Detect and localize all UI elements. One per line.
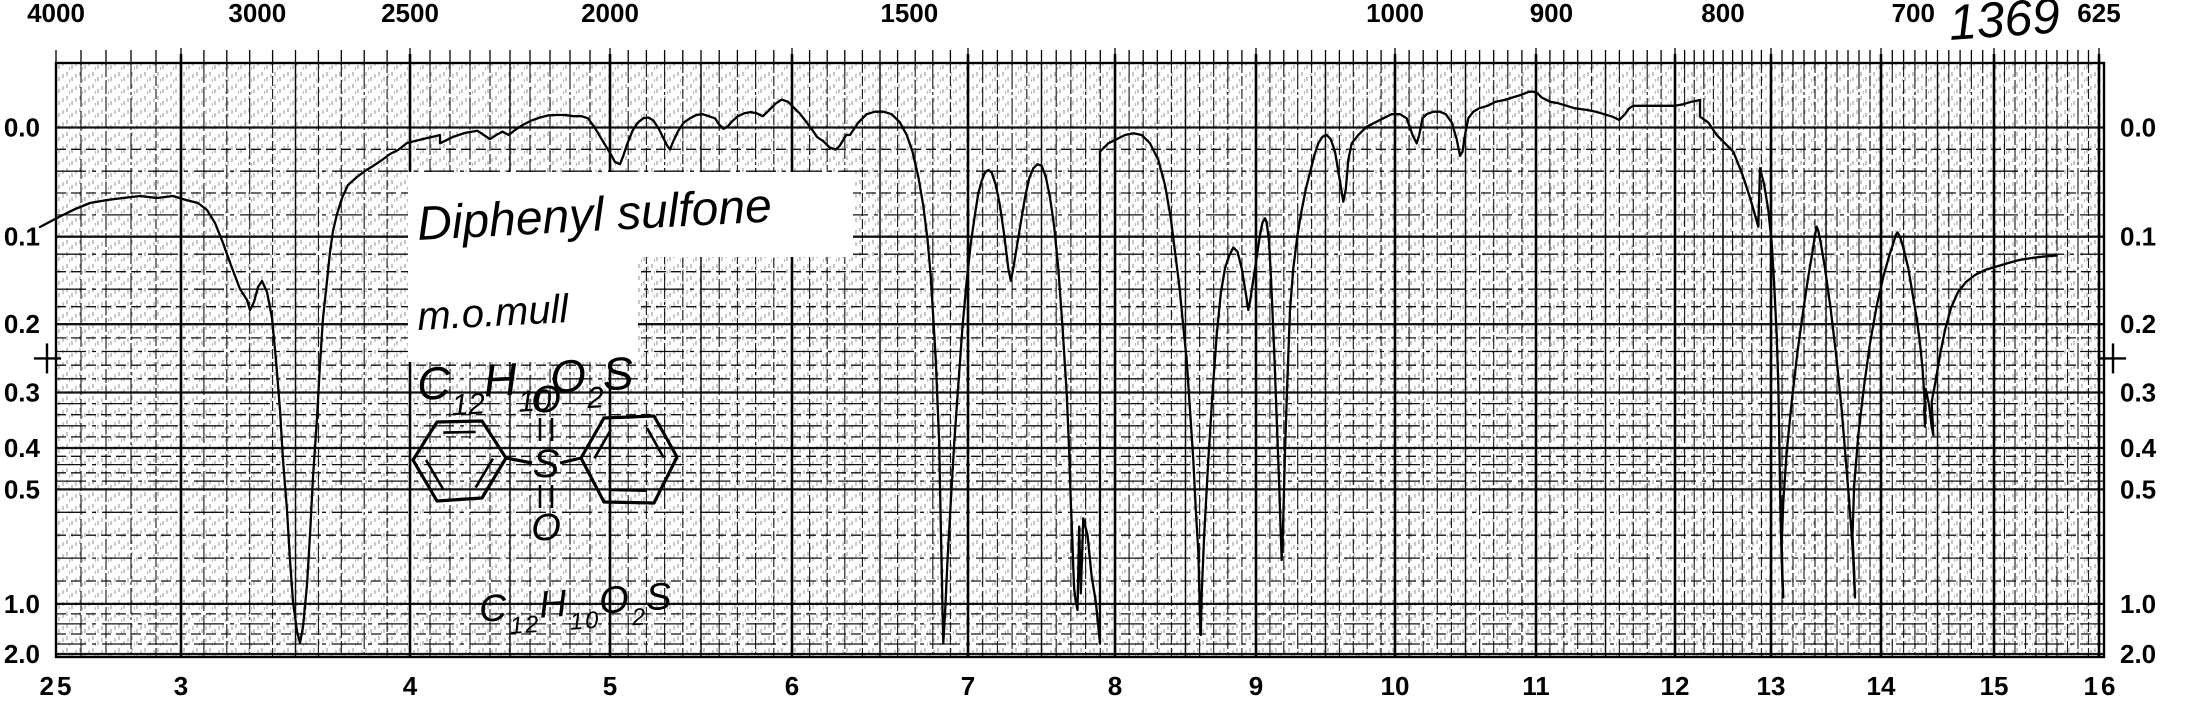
svg-text:4000: 4000 <box>27 0 85 28</box>
svg-text:1369: 1369 <box>1947 0 2062 51</box>
svg-text:O: O <box>531 507 561 549</box>
svg-text:7: 7 <box>961 671 975 701</box>
svg-text:4: 4 <box>403 671 418 701</box>
svg-text:2.0: 2.0 <box>4 639 40 669</box>
svg-text:0.5: 0.5 <box>2120 474 2156 504</box>
svg-text:1500: 1500 <box>880 0 938 28</box>
svg-text:5: 5 <box>57 671 71 701</box>
svg-text:0.2: 0.2 <box>4 309 40 339</box>
svg-text:S: S <box>533 442 560 486</box>
svg-text:10: 10 <box>1381 671 1410 701</box>
svg-text:0.3: 0.3 <box>2120 378 2156 408</box>
svg-text:2.0: 2.0 <box>2120 639 2156 669</box>
svg-text:6: 6 <box>785 671 799 701</box>
svg-text:0.2: 0.2 <box>2120 309 2156 339</box>
svg-text:625: 625 <box>2077 0 2120 28</box>
svg-text:9: 9 <box>1249 671 1263 701</box>
svg-text:0.0: 0.0 <box>4 113 40 143</box>
svg-text:0.5: 0.5 <box>4 474 40 504</box>
svg-text:13: 13 <box>1757 671 1786 701</box>
svg-text:5: 5 <box>603 671 617 701</box>
svg-text:0.3: 0.3 <box>4 378 40 408</box>
svg-text:1.0: 1.0 <box>4 589 40 619</box>
svg-text:0.1: 0.1 <box>2120 222 2156 252</box>
svg-text:12: 12 <box>1661 671 1690 701</box>
svg-text:15: 15 <box>1980 671 2009 701</box>
svg-text:2: 2 <box>40 671 54 701</box>
svg-text:700: 700 <box>1892 0 1935 28</box>
svg-text:11: 11 <box>1522 671 1550 701</box>
svg-text:8: 8 <box>1108 671 1122 701</box>
svg-text:2000: 2000 <box>581 0 639 28</box>
svg-text:0.0: 0.0 <box>2120 113 2156 143</box>
svg-text:1: 1 <box>2084 671 2098 701</box>
svg-text:1.0: 1.0 <box>2120 589 2156 619</box>
svg-text:m.o.mull: m.o.mull <box>416 287 570 339</box>
svg-text:6: 6 <box>2101 671 2115 701</box>
svg-text:0.1: 0.1 <box>4 222 40 252</box>
svg-text:3: 3 <box>174 671 188 701</box>
svg-text:800: 800 <box>1701 0 1744 28</box>
svg-text:0.4: 0.4 <box>2120 433 2157 463</box>
svg-text:2500: 2500 <box>381 0 439 28</box>
svg-text:3000: 3000 <box>228 0 286 28</box>
svg-text:900: 900 <box>1530 0 1573 28</box>
svg-text:0.4: 0.4 <box>4 433 41 463</box>
svg-text:O: O <box>531 379 561 421</box>
svg-text:1000: 1000 <box>1366 0 1424 28</box>
svg-text:14: 14 <box>1867 671 1896 701</box>
